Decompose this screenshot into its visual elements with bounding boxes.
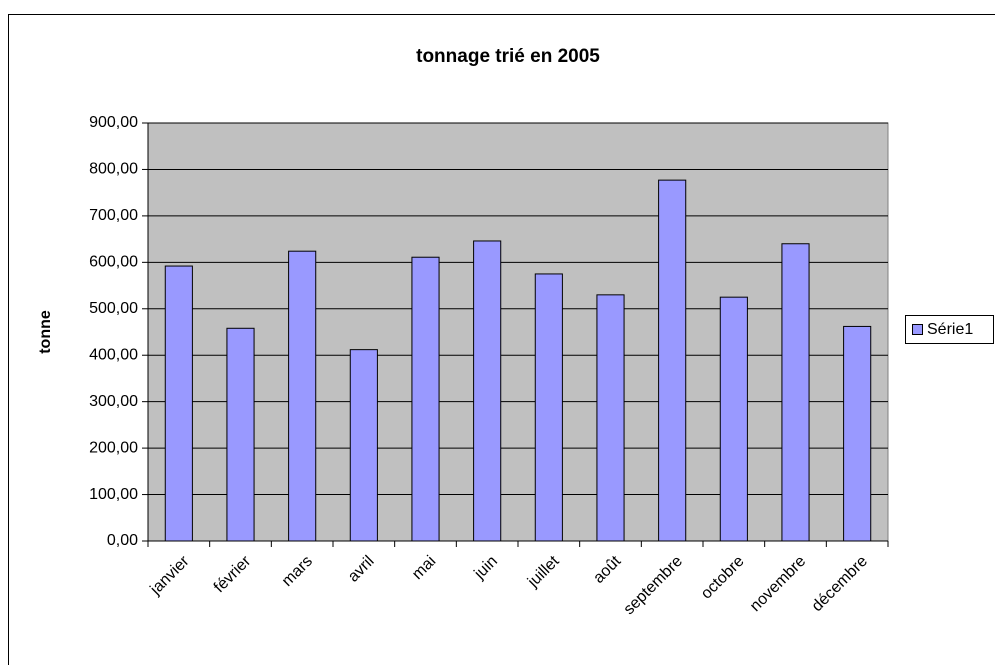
bar (473, 240, 502, 542)
bar (719, 296, 748, 542)
bar (411, 256, 440, 542)
y-tick-label: 300,00 (89, 393, 138, 410)
y-tick-label: 900,00 (89, 114, 138, 131)
chart-title: tonnage trié en 2005 (416, 46, 600, 67)
bar (843, 325, 872, 542)
y-tick-label: 600,00 (89, 254, 138, 271)
bar (658, 179, 687, 542)
bar (288, 250, 317, 542)
bar (164, 265, 193, 542)
legend-label: Série1 (927, 321, 973, 338)
y-tick-label: 800,00 (89, 161, 138, 178)
y-axis-label: tonne (37, 310, 54, 354)
bar (596, 294, 625, 542)
y-tick-label: 100,00 (89, 486, 138, 503)
bar (781, 243, 810, 542)
plot-area (147, 122, 889, 542)
y-tick-label: 0,00 (107, 532, 138, 549)
legend-swatch (912, 324, 923, 335)
bar (349, 349, 378, 542)
bar (534, 273, 563, 542)
y-tick-label: 200,00 (89, 439, 138, 456)
y-tick-label: 500,00 (89, 300, 138, 317)
y-tick-label: 400,00 (89, 346, 138, 363)
bar (226, 327, 255, 542)
y-tick-label: 700,00 (89, 207, 138, 224)
